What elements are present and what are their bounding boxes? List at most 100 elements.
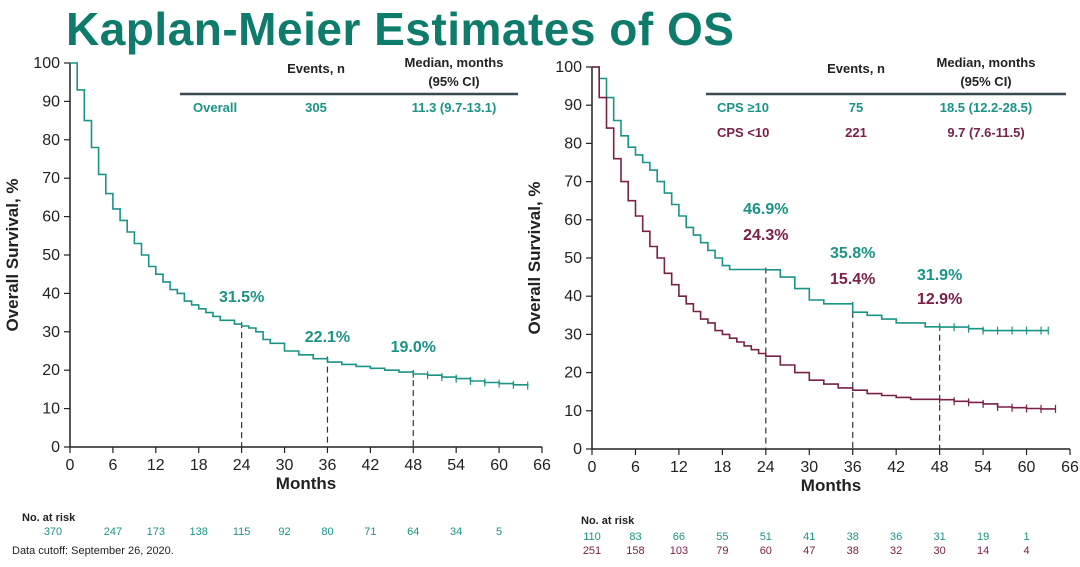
- y-tick-label: 90: [42, 93, 60, 110]
- km-curve-cps-ge-10: [592, 66, 1049, 332]
- at-risk-value: 251: [583, 545, 601, 557]
- table-header-ci: (95% CI): [960, 74, 1011, 89]
- at-risk-value: 38: [847, 531, 859, 543]
- x-axis-label: Months: [801, 476, 861, 495]
- data-cutoff-note: Data cutoff: September 26, 2020.: [12, 545, 174, 557]
- landmark-label: 31.5%: [219, 289, 264, 306]
- landmark-label: 24.3%: [743, 227, 788, 244]
- y-tick-label: 10: [42, 401, 60, 418]
- x-tick-label: 36: [319, 457, 337, 474]
- x-tick-label: 0: [66, 457, 75, 474]
- x-tick-label: 66: [1061, 459, 1079, 476]
- y-tick-label: 20: [564, 365, 582, 382]
- y-axis-label: Overall Survival, %: [3, 178, 22, 331]
- y-tick-label: 90: [564, 97, 582, 114]
- y-tick-label: 0: [51, 439, 60, 456]
- km-curve-cps-lt-10: [592, 66, 1056, 410]
- table-series-events: 221: [845, 125, 867, 140]
- at-risk-value: 103: [670, 545, 688, 557]
- landmark-label: 12.9%: [917, 291, 962, 308]
- at-risk-value: 115: [233, 526, 251, 538]
- x-tick-label: 18: [713, 459, 731, 476]
- x-tick-label: 54: [974, 459, 992, 476]
- at-risk-value: 19: [977, 531, 989, 543]
- at-risk-value: 64: [407, 526, 419, 538]
- x-tick-label: 48: [931, 459, 949, 476]
- x-tick-label: 0: [588, 459, 597, 476]
- at-risk-value: 32: [890, 545, 902, 557]
- y-tick-label: 80: [42, 132, 60, 149]
- x-tick-label: 30: [276, 457, 294, 474]
- page-title: Kaplan-Meier Estimates of OS: [66, 3, 735, 55]
- landmark-label: 15.4%: [830, 271, 875, 288]
- landmark-label: 22.1%: [305, 329, 350, 346]
- table-series-events: 305: [305, 100, 327, 115]
- at-risk-value: 38: [847, 545, 859, 557]
- km-plot-by-cps: 0 6 12 18 24 30 36 42 48 54 60 66 0 10 20 30 40 50 60 70 80 9…: [525, 55, 1079, 557]
- at-risk-value: 173: [147, 526, 165, 538]
- x-tick-label: 42: [361, 457, 379, 474]
- y-axis-label: Overall Survival, %: [525, 181, 544, 334]
- at-risk-value: 83: [629, 531, 641, 543]
- y-tick-label: 40: [42, 285, 60, 302]
- at-risk-value: 1: [1023, 531, 1029, 543]
- km-curve-overall: [70, 62, 529, 386]
- x-tick-label: 24: [233, 457, 251, 474]
- y-tick-label: 60: [42, 209, 60, 226]
- table-series-median: 9.7 (7.6-11.5): [947, 125, 1024, 140]
- at-risk-value: 110: [583, 531, 601, 543]
- at-risk-value: 30: [934, 545, 946, 557]
- at-risk-value: 47: [803, 545, 815, 557]
- y-tick-label: 100: [555, 59, 582, 76]
- at-risk-value: 34: [450, 526, 462, 538]
- x-tick-label: 54: [447, 457, 465, 474]
- table-header-events: Events, n: [287, 61, 345, 76]
- table-header-median: Median, months: [937, 55, 1036, 70]
- y-tick-label: 50: [564, 250, 582, 267]
- table-header-ci: (95% CI): [428, 74, 479, 89]
- at-risk-value: 4: [1023, 545, 1029, 557]
- x-tick-label: 30: [800, 459, 818, 476]
- at-risk-value: 79: [716, 545, 728, 557]
- at-risk-value: 370: [44, 526, 62, 538]
- x-tick-label: 66: [533, 457, 551, 474]
- x-tick-label: 60: [490, 457, 508, 474]
- landmark-label: 46.9%: [743, 201, 788, 218]
- x-tick-label: 18: [190, 457, 208, 474]
- table-series-median: 18.5 (12.2-28.5): [940, 100, 1033, 115]
- at-risk-value: 60: [760, 545, 772, 557]
- at-risk-value: 158: [626, 545, 644, 557]
- km-plot-overall: 0 6 12 18 24 30 36 42 48 54 60 66 0 10 20 30 40 50 60 70 80 9…: [3, 55, 551, 538]
- x-axis-label: Months: [276, 474, 336, 493]
- table-series-events: 75: [849, 100, 863, 115]
- table-series-name: CPS <10: [717, 125, 769, 140]
- x-tick-label: 12: [147, 457, 165, 474]
- y-tick-label: 100: [33, 55, 60, 72]
- at-risk-value: 66: [673, 531, 685, 543]
- at-risk-value: 80: [321, 526, 333, 538]
- at-risk-value: 51: [760, 531, 772, 543]
- x-tick-label: 48: [404, 457, 422, 474]
- table-header-events: Events, n: [827, 61, 885, 76]
- table-series-median: 11.3 (9.7-13.1): [412, 100, 497, 115]
- y-tick-label: 70: [42, 170, 60, 187]
- y-tick-label: 0: [573, 441, 582, 458]
- y-tick-label: 40: [564, 288, 582, 305]
- at-risk-value: 14: [977, 545, 989, 557]
- at-risk-value: 138: [190, 526, 208, 538]
- y-tick-label: 30: [564, 326, 582, 343]
- at-risk-label: No. at risk: [581, 515, 635, 527]
- y-tick-label: 70: [564, 174, 582, 191]
- x-tick-label: 6: [631, 459, 640, 476]
- landmark-label: 35.8%: [830, 245, 875, 262]
- y-tick-label: 10: [564, 403, 582, 420]
- at-risk-value: 41: [803, 531, 815, 543]
- table-series-name: CPS ≥10: [717, 100, 769, 115]
- x-tick-label: 60: [1018, 459, 1036, 476]
- at-risk-value: 36: [890, 531, 902, 543]
- table-header-median: Median, months: [405, 55, 504, 70]
- at-risk-value: 31: [934, 531, 946, 543]
- y-tick-label: 80: [564, 135, 582, 152]
- x-tick-label: 42: [887, 459, 905, 476]
